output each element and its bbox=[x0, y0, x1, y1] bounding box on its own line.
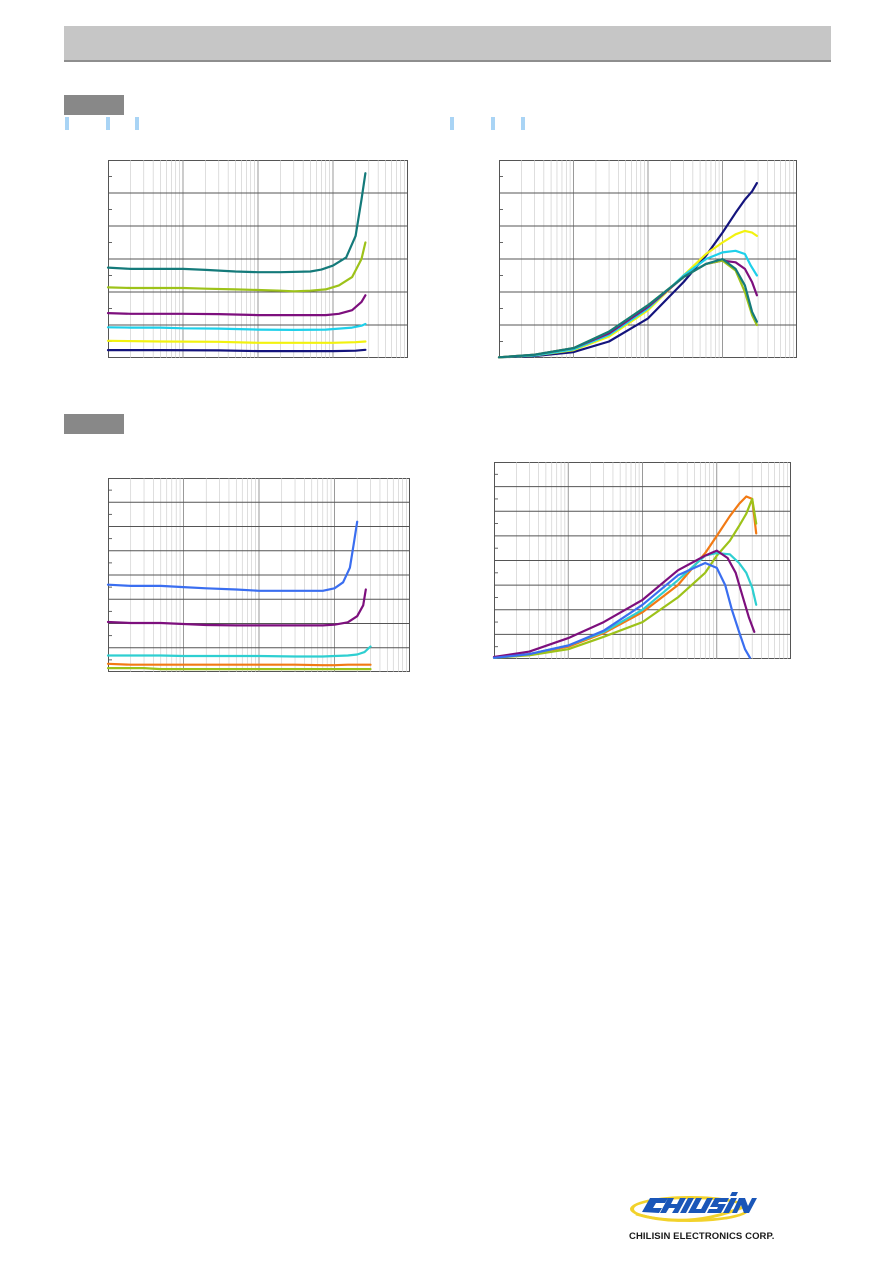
series-line-4 bbox=[106, 662, 372, 667]
series-line-1 bbox=[106, 172, 367, 274]
series-line-5 bbox=[106, 667, 372, 671]
section-tab-2 bbox=[64, 414, 124, 434]
heading-marker-left-3 bbox=[135, 117, 139, 130]
heading-marker-left-1 bbox=[65, 117, 69, 130]
chart-top-left bbox=[106, 160, 408, 358]
series-line-3 bbox=[497, 249, 758, 359]
company-name: CHILISIN ELECTRONICS CORP. bbox=[629, 1231, 775, 1242]
chart-bottom-right bbox=[492, 462, 791, 659]
heading-marker-right-1 bbox=[450, 117, 454, 130]
series-line-1 bbox=[497, 182, 758, 359]
series-line-1 bbox=[106, 520, 359, 592]
series-line-1 bbox=[492, 495, 758, 659]
chart-bottom-left bbox=[106, 478, 410, 672]
section-tab-1 bbox=[64, 95, 124, 115]
series-line-3 bbox=[106, 294, 367, 317]
heading-marker-right-3 bbox=[521, 117, 525, 130]
heading-marker-right-2 bbox=[491, 117, 495, 130]
series-line-5 bbox=[106, 339, 367, 344]
series-line-2 bbox=[492, 497, 758, 659]
logo-brand-mark bbox=[642, 1192, 757, 1213]
series-line-3 bbox=[106, 645, 372, 658]
heading-marker-left-2 bbox=[106, 117, 110, 130]
chart-top-right bbox=[497, 160, 797, 359]
series-line-6 bbox=[106, 348, 367, 353]
series-line-4 bbox=[106, 322, 367, 331]
chilisin-logo bbox=[630, 1192, 757, 1222]
series-line-6 bbox=[497, 257, 758, 359]
series-line-4 bbox=[492, 549, 756, 659]
series-line-2 bbox=[106, 588, 367, 627]
header-bar bbox=[64, 26, 831, 62]
series-line-2 bbox=[106, 241, 367, 293]
series-line-5 bbox=[492, 561, 752, 659]
